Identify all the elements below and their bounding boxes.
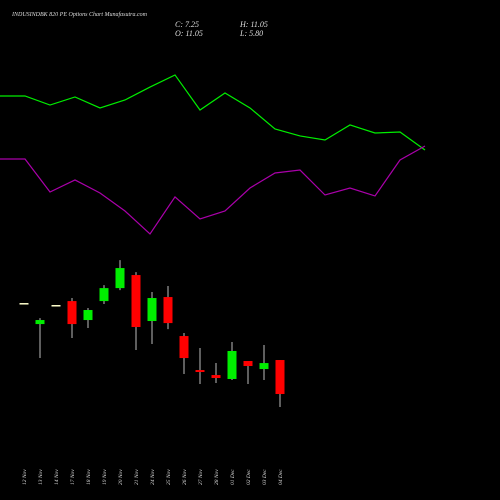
candle-body bbox=[243, 361, 253, 367]
stat-open: O: 11.05 bbox=[175, 29, 203, 38]
indicator-line bbox=[0, 74, 426, 151]
x-tick-label: 25 Nov bbox=[166, 469, 172, 485]
candle-body bbox=[35, 320, 45, 325]
stat-low: L: 5.80 bbox=[239, 29, 263, 38]
candle-body bbox=[179, 336, 189, 359]
candle-body bbox=[163, 297, 173, 324]
candle-body bbox=[131, 275, 141, 328]
x-tick-label: 20 Nov bbox=[118, 469, 124, 485]
x-tick-label: 19 Nov bbox=[102, 469, 108, 485]
x-tick-label: 12 Nov bbox=[22, 469, 28, 485]
candle-body bbox=[51, 305, 61, 307]
x-tick-label: 21 Nov bbox=[134, 469, 140, 485]
candle-body bbox=[211, 375, 221, 378]
candle-body bbox=[195, 370, 205, 373]
indicator-line bbox=[0, 145, 426, 235]
x-tick-label: 17 Nov bbox=[70, 469, 76, 485]
x-tick-label: 18 Nov bbox=[86, 469, 92, 485]
candle-body bbox=[147, 298, 157, 322]
x-tick-label: 03 Dec bbox=[262, 469, 268, 485]
candle-body bbox=[83, 310, 93, 321]
stat-close: C: 7.25 bbox=[175, 20, 199, 29]
x-tick-label: 24 Nov bbox=[149, 469, 156, 485]
candle-body bbox=[67, 301, 77, 325]
stat-high: H: 11.05 bbox=[239, 20, 268, 29]
candle-body bbox=[99, 288, 109, 302]
candle-body bbox=[275, 360, 285, 395]
x-tick-label: 01 Dec bbox=[230, 469, 236, 485]
x-tick-label: 27 Nov bbox=[198, 469, 204, 485]
x-tick-label: 28 Nov bbox=[214, 469, 220, 485]
x-tick-label: 02 Dec bbox=[246, 469, 252, 485]
chart-title: INDUSINDBK 820 PE Options Chart Munafasu… bbox=[11, 11, 148, 18]
x-tick-label: 04 Dec bbox=[277, 469, 284, 485]
candle-body bbox=[259, 363, 269, 370]
candle-body bbox=[227, 350, 237, 379]
candle-body bbox=[19, 303, 29, 305]
x-tick-label: 26 Nov bbox=[182, 469, 188, 485]
x-tick-label: 14 Nov bbox=[53, 469, 60, 485]
candle-body bbox=[115, 268, 125, 289]
x-tick-label: 13 Nov bbox=[38, 469, 44, 485]
